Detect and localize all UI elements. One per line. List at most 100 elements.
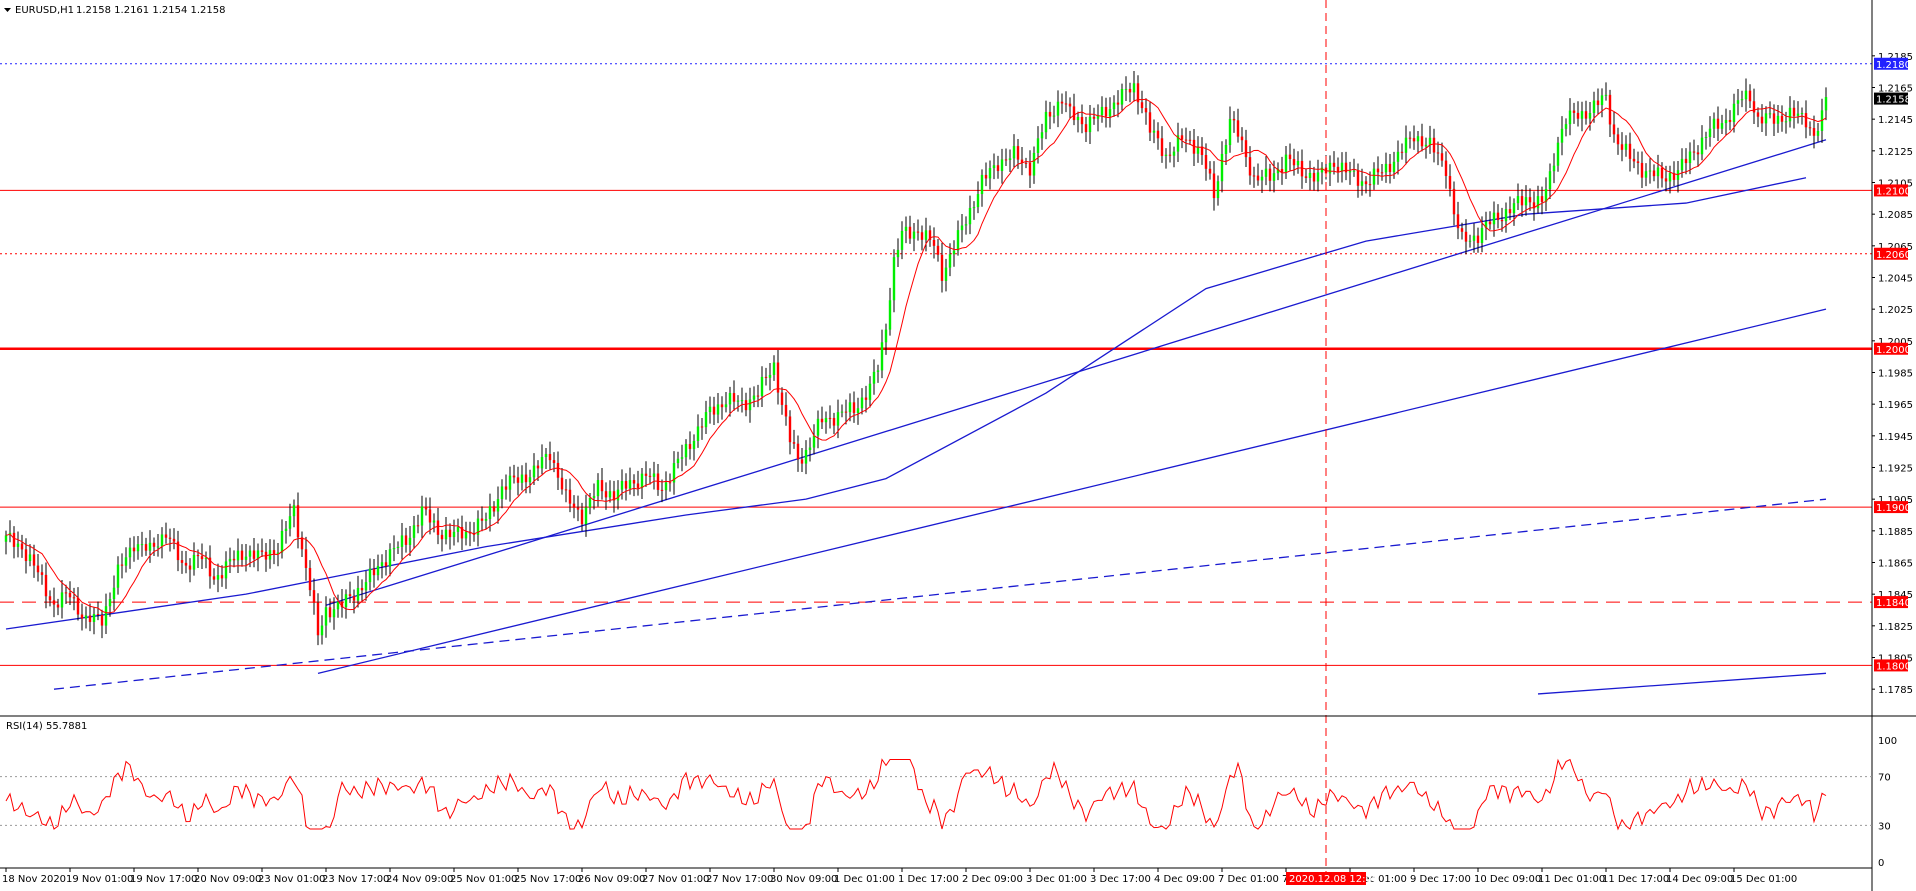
candle-body xyxy=(1656,167,1660,177)
price-tick-label: 1.2045 xyxy=(1878,274,1913,285)
candle-body xyxy=(316,602,320,636)
time-tick-label: 1 Dec 01:00 xyxy=(834,874,895,885)
time-tick-label: 30 Nov 09:00 xyxy=(770,874,837,885)
candle-body xyxy=(176,541,180,561)
candle-body xyxy=(220,575,224,579)
candle-body xyxy=(872,371,876,384)
candle-body xyxy=(1208,168,1212,174)
candle-body xyxy=(276,552,280,555)
candle-body xyxy=(1128,88,1132,93)
price-tick-label: 1.1985 xyxy=(1878,369,1913,380)
candle-body xyxy=(596,480,600,497)
price-tick-label: 1.2185 xyxy=(1878,52,1913,63)
candle-body xyxy=(1500,219,1504,222)
candle-body xyxy=(1648,170,1652,172)
candle-body xyxy=(720,404,724,408)
candle-body xyxy=(1244,140,1248,158)
candle-body xyxy=(1296,160,1300,166)
symbol-dropdown-icon[interactable] xyxy=(4,8,11,12)
candle-body xyxy=(172,538,176,542)
time-tick-label: 25 Nov 17:00 xyxy=(514,874,581,885)
candle-body xyxy=(1696,152,1700,155)
candle-body xyxy=(1524,197,1528,206)
candle-body xyxy=(968,207,972,225)
candle-body xyxy=(592,496,596,498)
candle-body xyxy=(148,542,152,551)
candle-body xyxy=(676,458,680,464)
candle-body xyxy=(1612,124,1616,135)
time-tick-label: 9 Dec 01:00 xyxy=(1346,874,1407,885)
candle-body xyxy=(1076,116,1080,121)
candle-body xyxy=(504,486,508,490)
candle-body xyxy=(540,457,544,469)
candle-body xyxy=(1436,152,1440,154)
candle-body xyxy=(752,395,756,400)
candle-body xyxy=(476,518,480,535)
candle-body xyxy=(1264,168,1268,177)
price-tick-label: 1.2065 xyxy=(1878,242,1913,253)
candle-body xyxy=(112,587,116,600)
candle-body xyxy=(1344,162,1348,173)
candle-body xyxy=(1016,146,1020,160)
candle-body xyxy=(1048,111,1052,117)
candle-body xyxy=(1748,90,1752,102)
candle-body xyxy=(1616,134,1620,145)
candle-body xyxy=(1100,106,1104,116)
candle-body xyxy=(1036,138,1040,153)
candle-body xyxy=(564,489,568,491)
candle-body xyxy=(520,474,524,483)
candle-body xyxy=(232,558,236,561)
candle-body xyxy=(1124,88,1128,90)
candle-body xyxy=(1812,128,1816,136)
candle-body xyxy=(376,566,380,576)
candle-body xyxy=(812,435,816,448)
candle-body xyxy=(1328,162,1332,174)
candle-body xyxy=(1428,137,1432,145)
candle-body xyxy=(296,505,300,538)
candle-body xyxy=(1568,110,1572,125)
candle-body xyxy=(988,168,992,179)
crosshair-time-tag xyxy=(1286,872,1366,885)
candle-body xyxy=(200,556,204,560)
candle-body xyxy=(1692,151,1696,153)
candle-body xyxy=(260,550,264,552)
candle-body xyxy=(816,418,820,436)
candle-body xyxy=(820,418,824,423)
candle-body xyxy=(1664,178,1668,182)
candle-body xyxy=(1224,145,1228,154)
price-tick-label: 1.1965 xyxy=(1878,400,1913,411)
candle-body xyxy=(1164,154,1168,156)
candle-body xyxy=(1240,136,1244,141)
candle-body xyxy=(1372,168,1376,185)
candle-body xyxy=(1000,159,1004,171)
level-price-tag xyxy=(1874,501,1908,514)
candle-body xyxy=(348,594,352,597)
candle-body xyxy=(320,625,324,636)
candle-body xyxy=(1528,197,1532,203)
candle-body xyxy=(972,207,976,209)
candle-body xyxy=(536,465,540,469)
candle-body xyxy=(360,587,364,591)
candle-body xyxy=(480,518,484,521)
candle-body xyxy=(840,411,844,413)
candle-body xyxy=(1104,106,1108,117)
candle-body xyxy=(780,392,784,405)
candle-body xyxy=(216,575,220,580)
candle-body xyxy=(1548,171,1552,190)
candle-body xyxy=(1388,163,1392,172)
candle-body xyxy=(1668,173,1672,182)
candle-body xyxy=(1376,168,1380,173)
candle-body xyxy=(332,609,336,618)
candle-body xyxy=(448,529,452,538)
candle-body xyxy=(484,518,488,521)
candle-body xyxy=(760,376,764,397)
candle-body xyxy=(1316,172,1320,182)
candle-body xyxy=(328,607,332,618)
candle-body xyxy=(1176,135,1180,152)
candle-body xyxy=(404,535,408,545)
candle-body xyxy=(1200,146,1204,155)
level-price-tag xyxy=(1874,247,1908,260)
candle-body xyxy=(860,397,864,409)
candle-body xyxy=(1004,159,1008,161)
